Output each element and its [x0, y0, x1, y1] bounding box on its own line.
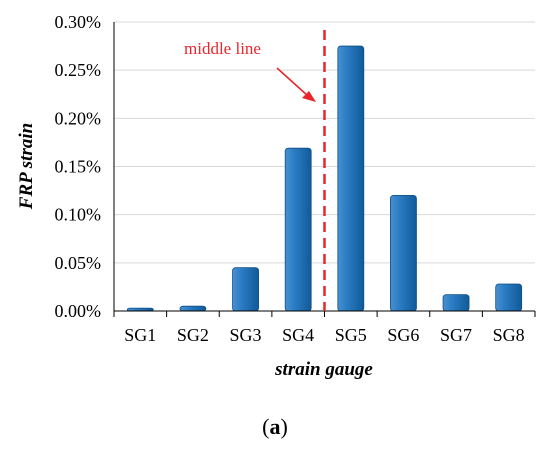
x-tick-label-sg4: SG4	[282, 325, 314, 345]
bar-sg2	[179, 305, 207, 312]
middle-line-arrow	[276, 67, 316, 102]
x-tick-label-sg2: SG2	[177, 325, 209, 345]
bar-chart: 0.00%0.05%0.10%0.15%0.20%0.25%0.30% SG1 S…	[16, 12, 536, 380]
bar-sg6	[390, 194, 417, 312]
x-tick-label-sg1: SG1	[124, 325, 156, 345]
figure-caption: (a)	[0, 414, 550, 440]
y-tick-label: 0.15%	[55, 157, 102, 177]
x-tick-label-sg7: SG7	[440, 325, 472, 345]
y-tick-label: 0.30%	[55, 12, 102, 32]
y-axis-title: FRP strain	[16, 123, 37, 210]
x-tick-label-sg6: SG6	[387, 325, 419, 345]
y-tick-label: 0.20%	[55, 108, 102, 128]
x-axis-title: strain gauge	[274, 359, 373, 380]
x-tick-label-sg8: SG8	[493, 325, 525, 345]
bar-sg5	[337, 45, 365, 312]
y-tick-label: 0.05%	[55, 253, 102, 273]
caption-open-paren: (	[262, 414, 270, 439]
caption-close-paren: )	[280, 414, 288, 439]
bars	[126, 45, 523, 312]
caption-label: a	[269, 414, 281, 439]
bar-sg4	[284, 147, 312, 312]
y-tick-label: 0.10%	[55, 205, 102, 225]
x-tick-label-sg3: SG3	[230, 325, 262, 345]
x-tick-label-sg5: SG5	[335, 325, 367, 345]
y-tick-label: 0.25%	[55, 60, 102, 80]
bar-sg8	[495, 283, 523, 312]
y-tick-label: 0.00%	[55, 301, 102, 321]
bar-sg7	[442, 294, 470, 312]
middle-line-label: middle line	[184, 39, 261, 58]
y-tick-labels: 0.00% 0.05% 0.10% 0.15% 0.20% 0.25% 0.30%	[55, 12, 102, 321]
bar-sg3	[232, 267, 259, 312]
x-tick-labels: SG1 SG2 SG3 SG4 SG5 SG6 SG7 SG8	[124, 325, 524, 345]
